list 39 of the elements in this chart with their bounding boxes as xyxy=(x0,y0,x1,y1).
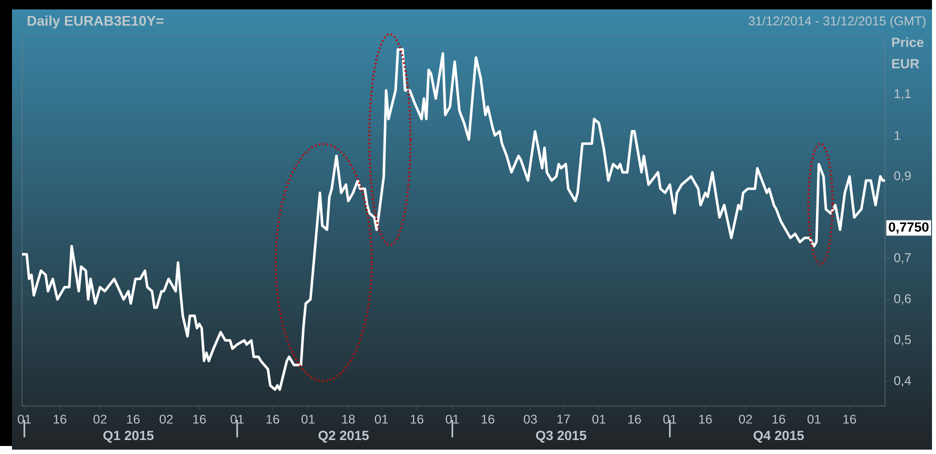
x-tick-label: 01 xyxy=(592,414,606,424)
x-tick-label: 16 xyxy=(699,414,712,424)
x-tick-label: 01 xyxy=(374,414,388,424)
x2-tick-label: Q4 2015 xyxy=(754,430,804,443)
x-tick-label: 16 xyxy=(628,414,641,424)
y-tick-label: 1,1 xyxy=(894,89,911,100)
x2-tick-label: Q1 2015 xyxy=(103,430,154,443)
x-tick-label: 16 xyxy=(266,414,280,424)
x-tick-label: 16 xyxy=(482,414,494,424)
y-tick-label: 0,4 xyxy=(894,376,911,387)
x-tick-label: 01 xyxy=(18,414,31,424)
x-tick-label: 02 xyxy=(93,414,106,424)
y-tick-label: 1 xyxy=(894,131,900,140)
x-tick-label: 17 xyxy=(557,414,570,424)
y-tick-label: 0,6 xyxy=(894,294,911,305)
x-tick-label: 02 xyxy=(160,414,173,424)
x-tick-label: 01 xyxy=(663,414,676,424)
y-tick-label: 0,9 xyxy=(894,171,911,182)
x-tick-label: 01 xyxy=(446,414,459,424)
x-tick-label: 16 xyxy=(843,414,856,424)
x-tick-label: 16 xyxy=(772,414,786,424)
x-tick-label: 01 xyxy=(230,414,244,424)
x-tick-label: 16 xyxy=(54,414,66,424)
x-tick-label: 16 xyxy=(193,414,206,424)
x2-tick-label: Q2 2015 xyxy=(318,430,369,443)
x2-tick-label: Q3 2015 xyxy=(536,430,586,443)
y-tick-label: 0,7 xyxy=(894,253,911,264)
chart-title: Daily EURAB3E10Y= xyxy=(28,15,164,29)
x-tick-label: 02 xyxy=(738,414,752,424)
x-tick-label: 01 xyxy=(302,414,315,424)
chart-subtitle: 31/12/2014 - 31/12/2015 (GMT) xyxy=(748,16,926,28)
y-axis-title: Price EUR xyxy=(892,37,924,68)
text: 0,7750 xyxy=(888,222,929,234)
x-tick-label: 01 xyxy=(808,414,820,424)
y-tick-label: 0,5 xyxy=(894,335,911,346)
x-tick-label: 18 xyxy=(342,414,355,424)
x-tick-label: 16 xyxy=(410,414,424,424)
x-tick-label: 16 xyxy=(127,414,140,424)
x-tick-label: 03 xyxy=(524,414,537,424)
